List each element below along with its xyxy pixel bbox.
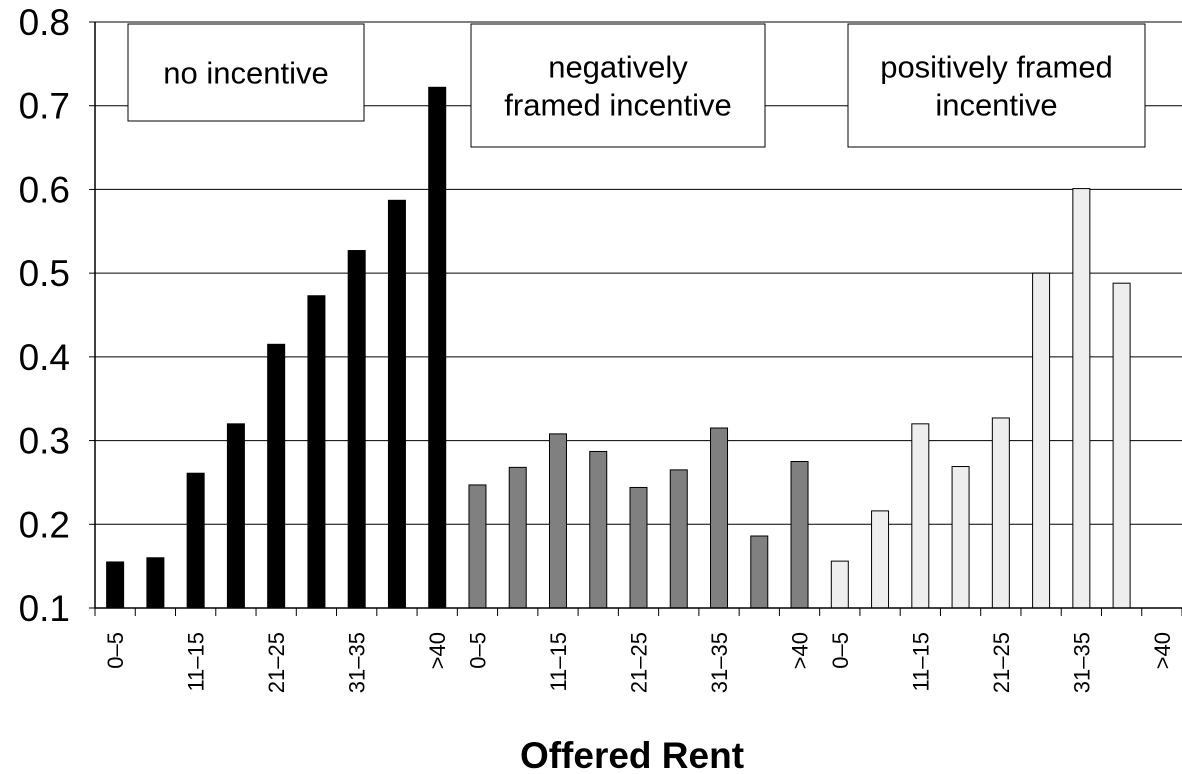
bar [428,86,447,609]
annotation-box [127,23,365,122]
bar [951,466,970,609]
x-tick-label: 0–5 [828,632,853,669]
x-tick-labels: 0–5 11–15 21–25 31–35 >40 0–5 11–15 21–25 31–35 >… [103,632,1175,693]
x-axis-title: Offered Rent [520,735,744,774]
x-tick-label: 31–35 [345,632,370,693]
y-tick-label: 0.1 [19,588,70,629]
bar [710,427,729,609]
y-tick-label: 0.3 [19,421,70,462]
bar [669,469,688,609]
axes [89,21,1182,616]
x-tick-label: >40 [1150,632,1175,669]
x-tick-label: 0–5 [103,632,128,669]
y-tick-label: 0.8 [19,2,70,43]
bar [226,423,245,609]
bar [1072,188,1091,609]
bar [347,250,366,609]
annotation-box [847,23,1146,148]
bar [1112,282,1131,609]
y-tick-label: 0.6 [19,169,70,210]
x-tick-label: 11–15 [546,632,571,692]
x-tick-label: 0–5 [465,632,490,669]
bars [106,86,1131,609]
bar [186,472,205,609]
bar [991,417,1010,609]
annotation-box [470,23,766,148]
bar [267,343,286,609]
y-tick-label: 0.2 [19,504,70,545]
x-tick-label: 31–35 [1069,632,1094,693]
annotation-text: no incentive [163,56,328,91]
x-tick-label: >40 [425,632,450,669]
bar [750,535,769,609]
bar [146,557,165,609]
bar [1032,272,1051,609]
annotation-text: framed incentive [504,88,731,123]
x-tick-label: >40 [788,632,813,669]
bar [106,561,125,609]
annotation-text: negatively [548,50,688,85]
y-tick-label: 0.4 [19,337,70,378]
annotation-text: incentive [935,88,1057,123]
x-tick-label: 31–35 [707,632,732,693]
bar [589,450,608,609]
bar [790,461,809,609]
bar [548,433,567,609]
bar [387,199,406,609]
bar [830,560,849,609]
y-tick-label: 0.7 [19,86,70,127]
annotation-text: positively framed [880,50,1113,85]
x-tick-label: 11–15 [908,632,933,692]
x-tick-label: 21–25 [627,632,652,693]
bar [508,466,527,609]
y-tick-label: 0.5 [19,253,70,294]
x-tick-label: 21–25 [989,632,1014,693]
x-tick-label: 21–25 [264,632,289,693]
bar [871,510,890,609]
bar [468,484,487,609]
bar [911,423,930,609]
bar [629,486,648,609]
x-tick-label: 11–15 [184,632,209,692]
bar [307,295,326,609]
y-tick-labels: 0.1 0.2 0.3 0.4 0.5 0.6 0.7 0.8 [19,2,70,629]
